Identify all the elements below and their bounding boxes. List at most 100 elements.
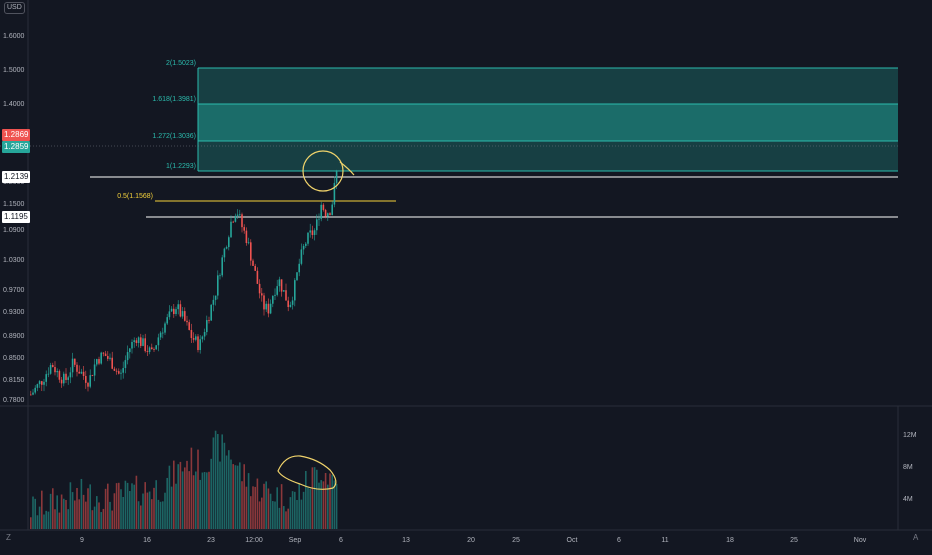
candle-body <box>269 303 272 314</box>
volume-bar <box>115 483 118 529</box>
candle-body <box>102 352 105 354</box>
volume-bar <box>179 461 182 529</box>
volume-bar <box>219 461 221 529</box>
volume-bar <box>173 460 175 529</box>
candle-body <box>335 170 338 183</box>
candle-body <box>45 374 47 382</box>
price-tag-level-upper: 1.2139 <box>2 171 31 183</box>
volume-bar <box>210 458 212 529</box>
volume-bar <box>137 501 140 529</box>
volume-bar <box>234 465 237 529</box>
volume-axis-label: 8M <box>903 464 913 471</box>
volume-bar <box>278 507 281 529</box>
candle-body <box>333 182 336 205</box>
candle-body <box>201 336 204 340</box>
candle-body <box>324 209 327 217</box>
volume-bar <box>43 514 45 529</box>
candle-body <box>126 352 129 361</box>
candle-body <box>300 249 303 264</box>
zoom-button[interactable]: Z <box>6 533 11 542</box>
volume-bar <box>195 471 197 529</box>
volume-bar <box>74 500 76 529</box>
candle-body <box>256 270 259 284</box>
candle-body <box>82 371 85 376</box>
candle-body <box>327 213 329 217</box>
candle-body <box>76 364 78 372</box>
fib-zone-1272-1 <box>198 141 898 171</box>
volume-bar <box>111 510 113 529</box>
volume-bar <box>214 430 217 529</box>
volume-bar <box>170 486 173 529</box>
volume-bar <box>153 487 155 529</box>
time-axis-label: 16 <box>143 537 151 544</box>
volume-bar <box>135 475 138 529</box>
volume-bar <box>212 437 215 529</box>
candle-body <box>217 275 219 296</box>
price-axis-label: 1.5000 <box>3 67 25 74</box>
time-axis-label: Oct <box>567 537 578 544</box>
candle-body <box>155 345 157 350</box>
volume-bar <box>188 471 190 529</box>
candle-body <box>236 214 239 216</box>
volume-bar <box>201 472 204 529</box>
volume-bar <box>120 489 122 529</box>
volume-bars <box>30 430 338 529</box>
candle-body <box>305 243 307 246</box>
candle-body <box>157 337 160 346</box>
candle-body <box>63 373 65 384</box>
volume-bar <box>247 473 250 529</box>
candle-body <box>34 387 36 393</box>
volume-bar <box>30 517 32 529</box>
volume-bar <box>65 499 67 529</box>
volume-bar <box>335 483 338 529</box>
candle-body <box>137 337 140 343</box>
candle-body <box>313 230 316 235</box>
candle-body <box>148 347 151 352</box>
volume-bar <box>265 481 267 529</box>
candle-body <box>311 230 314 235</box>
fib-label-05: 0.5(1.1568) <box>117 193 153 200</box>
volume-bar <box>258 501 261 529</box>
price-tag-current: 1.2869 <box>2 129 31 141</box>
candle-body <box>109 357 111 359</box>
auto-scale-button[interactable]: A <box>913 533 919 542</box>
candle-body <box>192 338 195 340</box>
volume-bar <box>175 483 177 529</box>
price-tag-previous: 1.2859 <box>2 141 31 153</box>
time-axis-label: 18 <box>726 537 734 544</box>
candle-body <box>322 204 325 210</box>
volume-bar <box>58 512 61 529</box>
volume-bar <box>124 480 127 529</box>
volume-bar <box>199 479 201 529</box>
volume-bar <box>267 488 270 529</box>
volume-axis: 12M 8M 4M <box>903 432 917 503</box>
circle-annotation-volume[interactable] <box>277 455 337 490</box>
volume-bar <box>192 475 195 529</box>
currency-scale-label[interactable]: USD <box>4 2 25 14</box>
price-axis-label: 1.6000 <box>3 33 25 40</box>
candle-body <box>272 295 274 304</box>
volume-bar <box>144 482 146 529</box>
volume-bar <box>280 484 283 529</box>
time-axis-label: 20 <box>467 537 475 544</box>
volume-bar <box>78 499 80 529</box>
volume-bar <box>164 492 166 529</box>
volume-bar <box>140 505 142 529</box>
candle-body <box>329 213 331 215</box>
volume-bar <box>272 501 274 529</box>
volume-bar <box>41 490 43 529</box>
candle-body <box>184 311 186 321</box>
candle-body <box>87 382 89 387</box>
candle-body <box>98 359 100 364</box>
circle-annotation-price[interactable] <box>302 150 344 192</box>
volume-bar <box>98 502 100 529</box>
candle-body <box>318 218 320 220</box>
volume-bar <box>181 471 184 529</box>
candle-body <box>93 364 96 376</box>
candle-body <box>225 247 228 249</box>
candle-body <box>285 290 287 301</box>
volume-bar <box>34 498 36 529</box>
volume-bar <box>87 488 89 529</box>
